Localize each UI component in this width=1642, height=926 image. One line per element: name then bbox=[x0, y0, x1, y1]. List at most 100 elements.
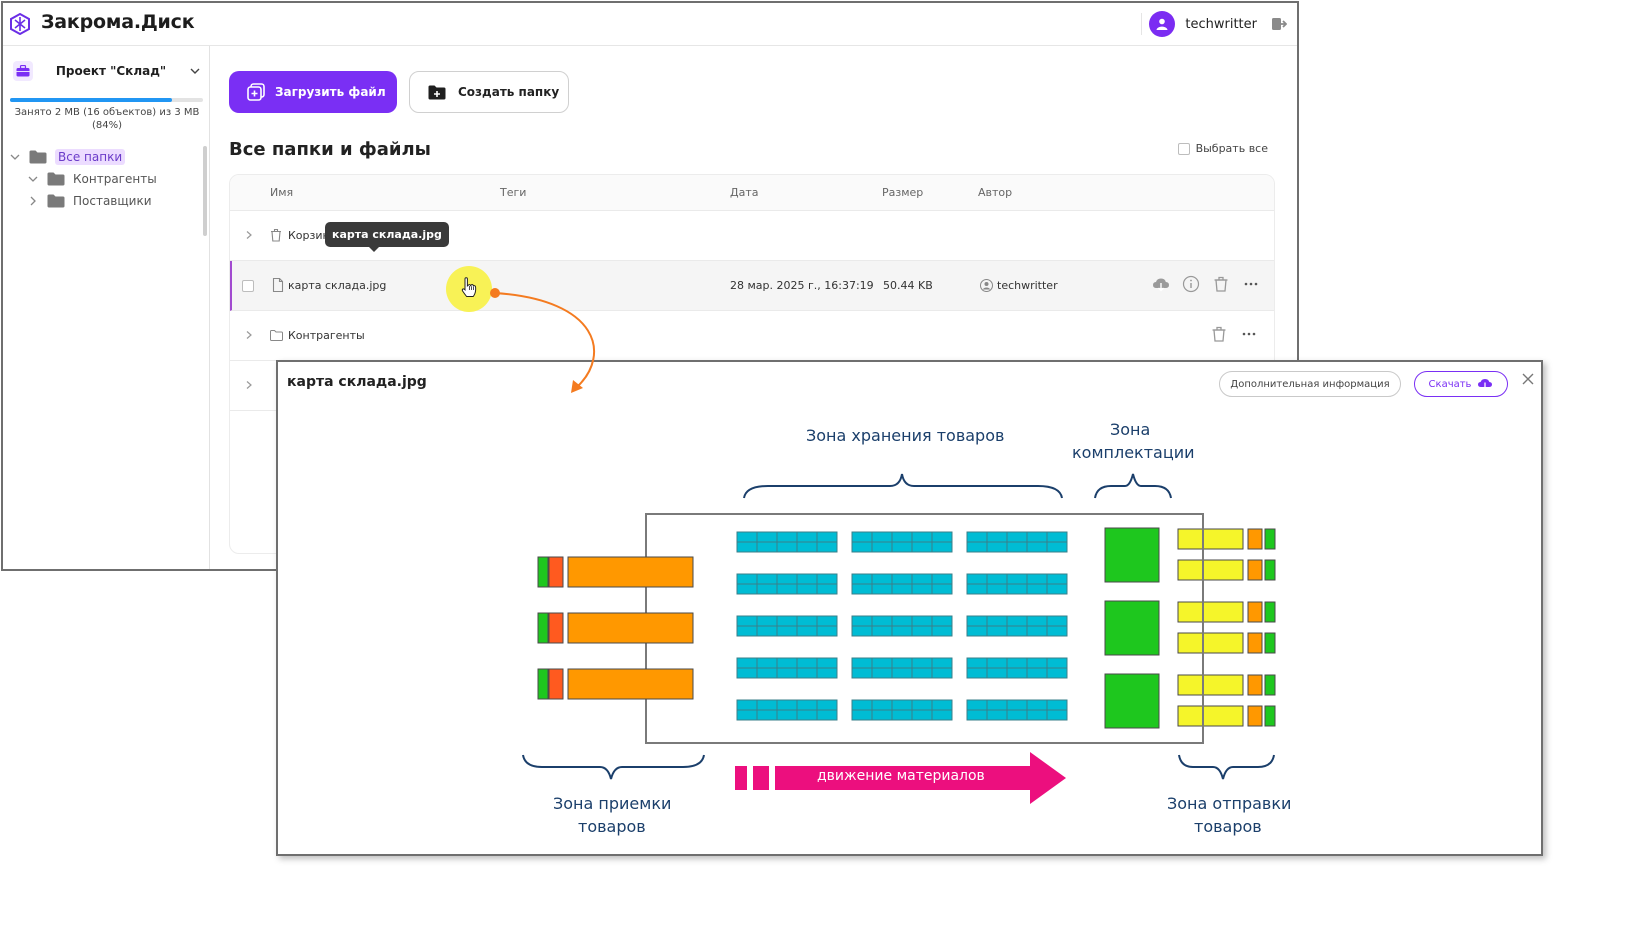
row-name[interactable]: Контрагенты bbox=[288, 329, 365, 342]
shelf-cell bbox=[911, 667, 933, 679]
logout-icon[interactable] bbox=[1271, 16, 1287, 32]
sidebar: Проект "Склад" Занято 2 MB (16 объектов)… bbox=[3, 46, 210, 569]
shelf-cell bbox=[756, 699, 778, 711]
shelf-cell bbox=[986, 625, 1008, 637]
create-folder-button[interactable]: Создать папку bbox=[409, 71, 569, 113]
chevron-right-icon[interactable] bbox=[244, 380, 254, 390]
top-bar: Закрома.Диск techwritter bbox=[3, 3, 1297, 46]
cloud-download-icon[interactable] bbox=[1152, 275, 1170, 293]
shelf-cell bbox=[1006, 625, 1028, 637]
shelf-cell bbox=[851, 667, 873, 679]
tree-label[interactable]: Контрагенты bbox=[73, 172, 157, 186]
more-dots-icon[interactable] bbox=[1242, 275, 1260, 293]
shelf-cell bbox=[796, 667, 818, 679]
column-header-date[interactable]: Дата bbox=[730, 186, 759, 199]
tree-item-all-folders[interactable]: Все папки bbox=[9, 146, 204, 168]
shelf-cell bbox=[1046, 531, 1068, 543]
shelf-cell bbox=[891, 709, 913, 721]
flow-block bbox=[753, 766, 769, 790]
upload-icon bbox=[247, 83, 265, 101]
briefcase-icon bbox=[13, 61, 33, 81]
receiving-red-marker bbox=[548, 612, 564, 644]
checkbox[interactable] bbox=[1177, 142, 1190, 155]
file-icon bbox=[272, 278, 284, 292]
download-button[interactable]: Скачать bbox=[1414, 371, 1508, 397]
shelf-cell bbox=[911, 583, 933, 595]
column-header-tags[interactable]: Теги bbox=[500, 186, 527, 199]
logo-hex-icon[interactable] bbox=[9, 13, 31, 35]
info-icon[interactable] bbox=[1182, 275, 1200, 293]
shelf-cell bbox=[1046, 699, 1068, 711]
user-menu[interactable]: techwritter bbox=[1149, 10, 1287, 38]
app-title[interactable]: Закрома.Диск bbox=[41, 11, 195, 33]
shelf-cell bbox=[986, 541, 1008, 553]
chevron-down-icon[interactable] bbox=[9, 151, 21, 163]
shipping-docks bbox=[1177, 528, 1276, 727]
shipping-orange-marker bbox=[1247, 559, 1263, 581]
shelf-cell bbox=[816, 573, 838, 585]
shelf-cell bbox=[816, 541, 838, 553]
trash-icon[interactable] bbox=[1210, 325, 1228, 343]
trash-icon[interactable] bbox=[1212, 275, 1230, 293]
project-selector[interactable]: Проект "Склад" bbox=[13, 58, 201, 84]
cloud-download-icon bbox=[1478, 379, 1493, 391]
row-name[interactable]: карта склада.jpg bbox=[288, 279, 387, 292]
create-folder-label: Создать папку bbox=[458, 85, 560, 99]
user-name[interactable]: techwritter bbox=[1185, 16, 1257, 32]
close-icon[interactable] bbox=[1521, 372, 1535, 386]
chevron-down-icon[interactable] bbox=[189, 65, 201, 77]
shelf-cell bbox=[911, 541, 933, 553]
row-checkbox[interactable] bbox=[242, 280, 254, 292]
shipping-orange-marker bbox=[1247, 601, 1263, 623]
column-header-size[interactable]: Размер bbox=[882, 186, 924, 199]
folder-icon bbox=[47, 172, 65, 186]
table-row-file[interactable]: карта склада.jpg 28 мар. 2025 г., 16:37:… bbox=[230, 261, 1274, 311]
tree-label[interactable]: Все папки bbox=[55, 149, 126, 165]
shelf-cell bbox=[851, 625, 873, 637]
tree-item-contractors[interactable]: Контрагенты bbox=[9, 168, 204, 190]
more-dots-icon[interactable] bbox=[1240, 325, 1258, 343]
shelf-cell bbox=[851, 573, 873, 585]
row-name[interactable]: Корзина bbox=[288, 229, 337, 242]
picking-zone-label-line1: Зона bbox=[1110, 420, 1151, 439]
shelf-cell bbox=[1026, 573, 1048, 585]
tree-label[interactable]: Поставщики bbox=[73, 194, 152, 208]
shelf-cell bbox=[756, 541, 778, 553]
table-row-folder[interactable]: Контрагенты bbox=[230, 311, 1274, 361]
page-title: Все папки и файлы bbox=[229, 139, 431, 160]
column-header-name[interactable]: Имя bbox=[270, 186, 294, 199]
picking-station bbox=[1104, 600, 1160, 656]
shelf-cell bbox=[796, 615, 818, 627]
chevron-down-icon[interactable] bbox=[27, 173, 39, 185]
shelf-cell bbox=[1006, 699, 1028, 711]
table-row-trash[interactable]: Корзина bbox=[230, 211, 1274, 261]
user-avatar-icon[interactable] bbox=[1149, 11, 1176, 37]
warehouse-map-image bbox=[522, 473, 1276, 804]
folder-icon bbox=[47, 194, 65, 208]
sidebar-scrollbar[interactable] bbox=[203, 146, 207, 236]
chevron-right-icon[interactable] bbox=[244, 230, 254, 240]
shelf-cell bbox=[911, 625, 933, 637]
shelf-cell bbox=[986, 615, 1008, 627]
more-info-button[interactable]: Дополнительная информация bbox=[1219, 371, 1401, 397]
shelf-cell bbox=[1006, 531, 1028, 543]
shelf-cell bbox=[1026, 657, 1048, 669]
shelf-cell bbox=[931, 541, 953, 553]
upload-file-button[interactable]: Загрузить файл bbox=[229, 71, 397, 113]
shelf-cell bbox=[1046, 583, 1068, 595]
shelf-cell bbox=[776, 541, 798, 553]
shelf-cell bbox=[891, 667, 913, 679]
shelf-cell bbox=[986, 667, 1008, 679]
shelf-cell bbox=[816, 709, 838, 721]
chevron-right-icon[interactable] bbox=[27, 195, 39, 207]
shelf-cell bbox=[816, 625, 838, 637]
shelf-cell bbox=[871, 573, 893, 585]
chevron-right-icon[interactable] bbox=[244, 330, 254, 340]
storage-zone-label: Зона хранения товаров bbox=[806, 426, 1005, 445]
receiving-docks bbox=[537, 556, 694, 700]
shelf-cell bbox=[756, 667, 778, 679]
shelf-cell bbox=[891, 657, 913, 669]
column-header-author[interactable]: Автор bbox=[978, 186, 1013, 199]
select-all-checkbox[interactable]: Выбрать все bbox=[1177, 142, 1268, 155]
tree-item-suppliers[interactable]: Поставщики bbox=[9, 190, 204, 212]
